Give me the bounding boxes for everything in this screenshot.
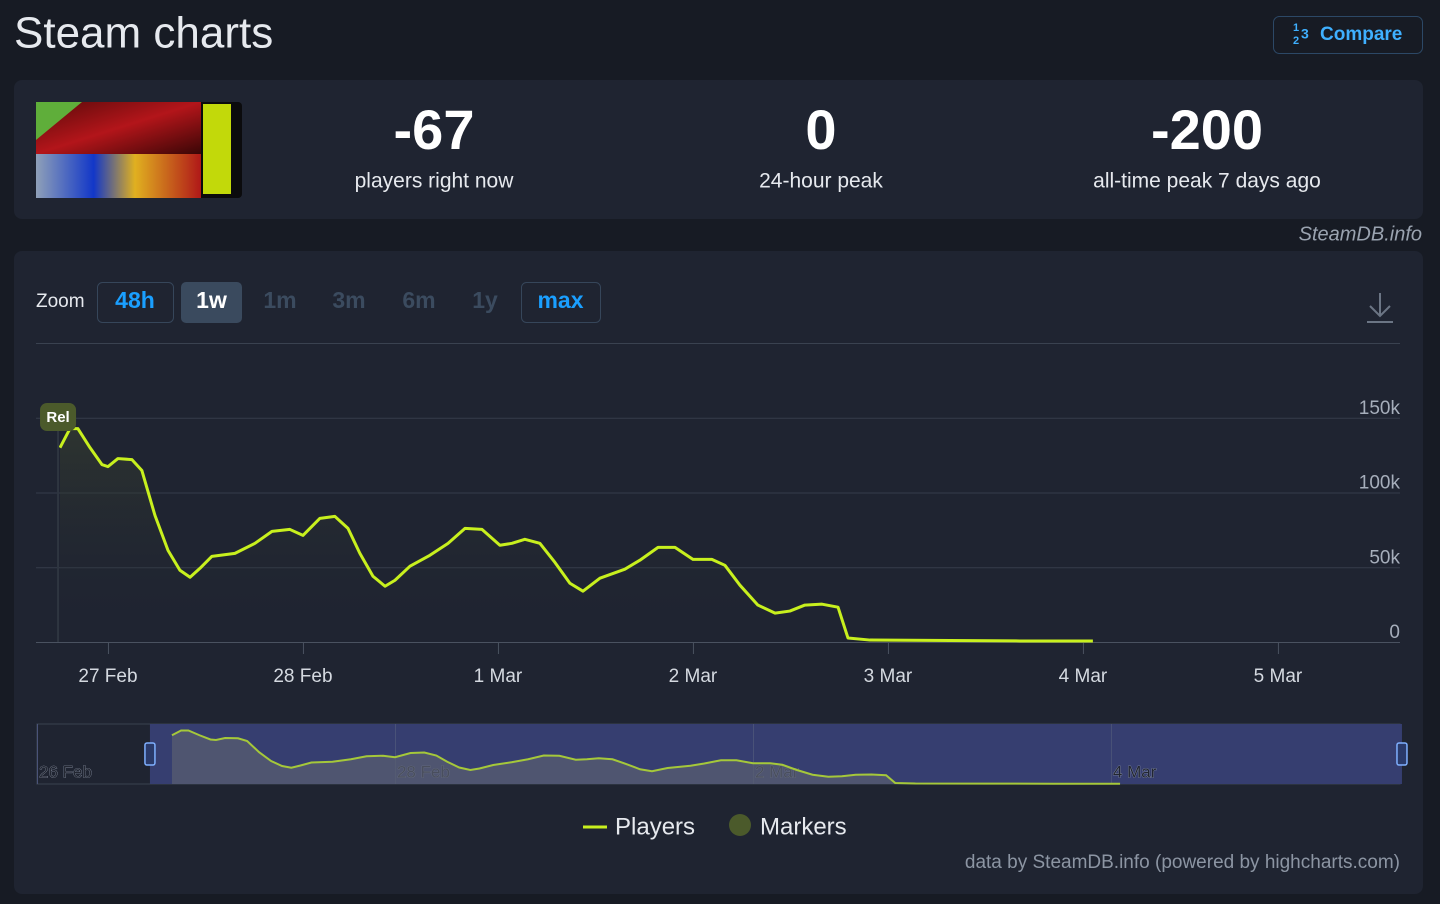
x-tick-label: 28 Feb: [273, 666, 332, 687]
navigator-handle[interactable]: [1396, 742, 1408, 766]
navigator-line: [171, 729, 1121, 785]
legend-label[interactable]: Players: [615, 813, 695, 840]
download-icon[interactable]: [1367, 293, 1393, 323]
zoom-button-box[interactable]: [181, 282, 242, 323]
zoom-button-box[interactable]: [521, 282, 601, 323]
plot: 0 50k 100k 150k 27 Feb 28 Feb 1 Mar 2 Mar 3 Mar 4…: [36, 398, 1400, 687]
x-tick-label: 27 Feb: [78, 666, 137, 687]
zoom-button-box[interactable]: [97, 282, 174, 323]
compare-icon: 1: [1293, 22, 1299, 34]
series-line: [58, 427, 1093, 643]
x-tick-label: 4 Mar: [1059, 666, 1108, 687]
zoom-button-label: 6m: [402, 287, 435, 313]
compare-icon: 3: [1301, 26, 1309, 42]
legend-item[interactable]: Markers: [729, 813, 847, 840]
zoom-button: 3m: [332, 287, 365, 313]
navigator-area: [171, 730, 1121, 784]
zoom-button-label[interactable]: 48h: [115, 287, 155, 313]
game-thumbnail: [36, 102, 242, 198]
marker-flag: Rel: [40, 403, 77, 642]
chart-footer: data by SteamDB.info (powered by highcha…: [965, 852, 1400, 873]
x-tick-label: 2 Mar: [669, 666, 718, 687]
zoom-button[interactable]: max: [521, 282, 601, 323]
y-tick-label: 100k: [1359, 473, 1401, 494]
x-tick-label: 5 Mar: [1254, 666, 1303, 687]
x-tick-label: 1 Mar: [474, 666, 523, 687]
navigator-tick-label: 26 Feb: [39, 762, 92, 781]
compare-button-box[interactable]: [1273, 16, 1423, 54]
compare-label[interactable]: Compare: [1320, 24, 1402, 45]
zoom-button-label[interactable]: max: [537, 287, 583, 313]
zoom-button: 6m: [402, 287, 435, 313]
y-tick-label: 150k: [1359, 398, 1401, 419]
page-title: Steam charts: [14, 9, 273, 58]
credit: SteamDB.info: [1299, 223, 1422, 245]
zoom-button[interactable]: 48h: [97, 282, 174, 323]
thumbnail-art: [36, 154, 201, 198]
legend-item[interactable]: Players: [583, 813, 695, 840]
legend-label[interactable]: Markers: [760, 813, 847, 840]
stat-label: 24-hour peak: [759, 170, 883, 193]
y-tick-label: 0: [1389, 622, 1400, 643]
navigator-tick-label: 4 Mar: [1113, 762, 1157, 781]
zoom-button-label: 3m: [332, 287, 365, 313]
stat-value: 0: [805, 98, 836, 161]
zoom-button: 1y: [472, 287, 498, 313]
series-area: [59, 428, 1093, 642]
zoom-button[interactable]: 1w: [181, 282, 242, 323]
marker-label: Rel: [46, 409, 69, 426]
thumbnail-art: [203, 104, 231, 194]
stat-value: -200: [1151, 98, 1263, 161]
compare-button[interactable]: 1 2 3 Compare: [1273, 16, 1423, 54]
download-button[interactable]: [1367, 293, 1393, 323]
compare-icon: 2: [1293, 35, 1299, 47]
x-tick-label: 3 Mar: [864, 666, 913, 687]
zoom-button-label: 1y: [472, 287, 498, 313]
stat-label: all-time peak 7 days ago: [1093, 170, 1321, 193]
stats-panel: [14, 80, 1423, 219]
stat-label: players right now: [355, 170, 515, 193]
zoom-button-label: 1m: [263, 287, 296, 313]
navigator-handle[interactable]: [144, 742, 156, 766]
thumbnail-art: [36, 102, 82, 140]
y-tick-label: 50k: [1369, 547, 1400, 568]
stat-value: -67: [394, 98, 475, 161]
zoom-label: Zoom: [36, 291, 85, 312]
marker-box: [40, 403, 77, 431]
zoom-button-label[interactable]: 1w: [196, 287, 227, 313]
legend-swatch: [729, 814, 751, 836]
legend: Players Markers: [583, 813, 847, 840]
zoom-button: 1m: [263, 287, 296, 313]
